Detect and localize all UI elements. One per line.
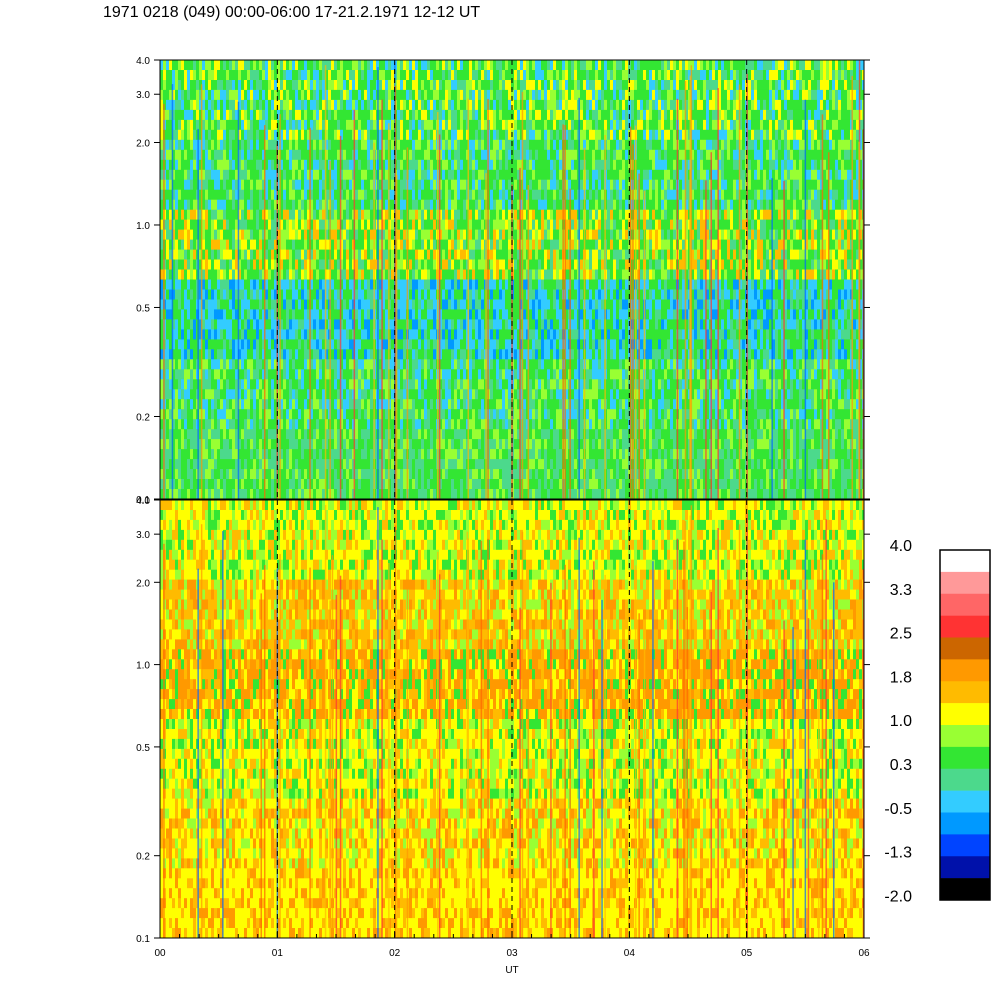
colorbar-swatch [940, 593, 990, 616]
colorbar-swatch [940, 768, 990, 791]
x-tick-label: 02 [389, 948, 401, 959]
colorbar-swatch [940, 790, 990, 813]
colorbar-swatch [940, 878, 990, 901]
y-tick-label: 3.0 [136, 530, 150, 541]
colorbar-label: 4.0 [890, 538, 912, 555]
colorbar-label: -1.3 [884, 845, 912, 862]
x-tick-label: 01 [272, 948, 284, 959]
colorbar: 4.0 3.3 2.5 1.8 1.0 0.3 -0.5 -1.3 -2.0 [884, 538, 991, 905]
colorbar-swatch [940, 856, 990, 879]
colorbar-frame [939, 549, 991, 901]
y-tick-label: 0.2 [136, 852, 150, 863]
colorbar-swatch [940, 746, 990, 770]
y-tick-label: 0.5 [136, 743, 150, 754]
colorbar-swatch [940, 725, 990, 748]
colorbar-swatch [940, 703, 990, 726]
x-tick-label: 06 [858, 948, 870, 959]
y-tick-label: 0.1 [136, 495, 150, 506]
colorbar-swatch [940, 812, 990, 835]
x-axis-label: UT [505, 965, 518, 976]
colorbar-swatch [940, 834, 990, 857]
colorbar-swatch [940, 615, 990, 638]
x-tick-label: 04 [624, 948, 636, 959]
y-tick-label: 1.0 [136, 221, 150, 232]
colorbar-label: 0.3 [890, 757, 912, 774]
colorbar-swatch [940, 659, 990, 682]
colorbar-label: 1.8 [890, 669, 912, 686]
y-tick-label: 4.0 [136, 496, 150, 507]
x-tick-label: 05 [741, 948, 753, 959]
x-tick-label: 00 [154, 948, 166, 959]
y-tick-label: 4.0 [136, 56, 150, 67]
y-tick-label: 0.5 [136, 303, 150, 314]
chart-title: 1971 0218 (049) 00:00-06:00 17-21.2.1971… [103, 4, 480, 22]
colorbar-swatch [940, 571, 990, 595]
colorbar-swatch [940, 550, 990, 573]
x-tick-label: 03 [506, 948, 518, 959]
colorbar-label: -0.5 [884, 801, 912, 818]
y-tick-label: 2.0 [136, 578, 150, 589]
y-tick-label: 2.0 [136, 138, 150, 149]
axes: 0.10.20.51.02.03.04.00.10.20.51.02.03.04… [136, 56, 870, 976]
colorbar-swatch [940, 681, 990, 704]
colorbar-swatch [940, 637, 990, 660]
colorbar-label: 2.5 [890, 626, 912, 643]
colorbar-label: 3.3 [890, 582, 912, 599]
colorbar-label: 1.0 [890, 713, 912, 730]
colorbar-label: -2.0 [884, 888, 912, 905]
y-tick-label: 0.1 [136, 934, 150, 945]
y-tick-label: 1.0 [136, 661, 150, 672]
y-tick-label: 3.0 [136, 90, 150, 101]
y-tick-label: 0.2 [136, 413, 150, 424]
